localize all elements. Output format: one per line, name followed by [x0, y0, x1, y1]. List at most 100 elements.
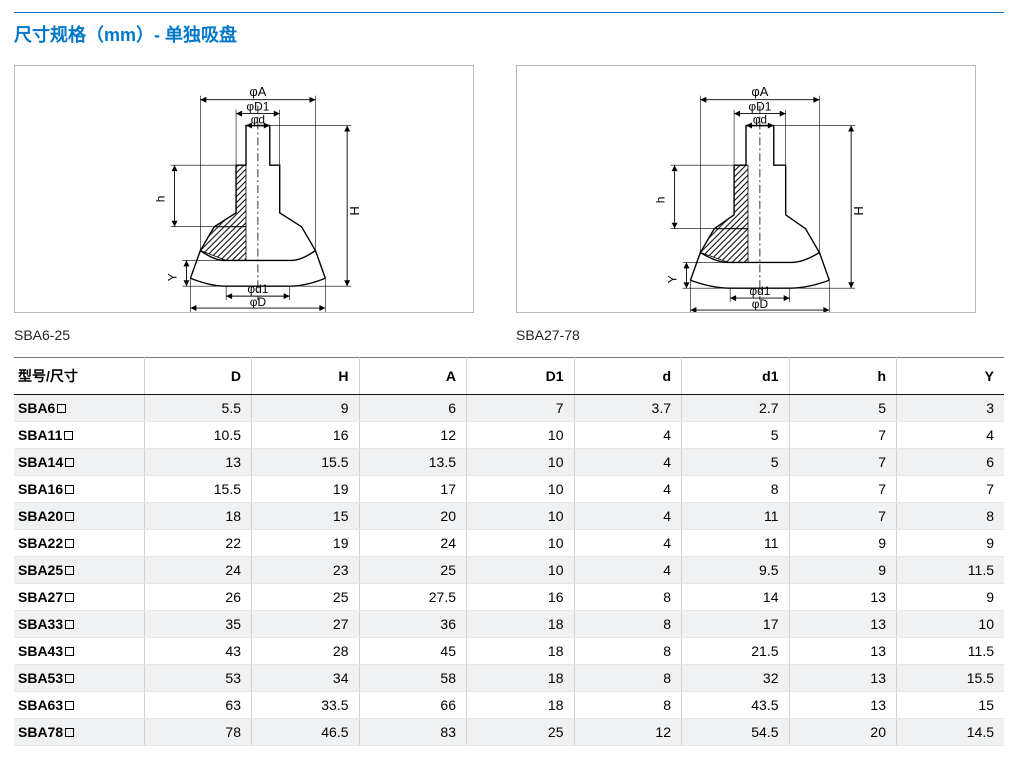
cell-H: 46.5	[252, 719, 360, 746]
cell-D: 5.5	[144, 395, 252, 422]
cell-A: 66	[359, 692, 467, 719]
cell-H: 15.5	[252, 449, 360, 476]
col-hh: h	[789, 358, 897, 395]
cell-Y: 10	[897, 611, 1005, 638]
diagram-svg-right: φA φD1 φd H	[517, 66, 975, 312]
cell-D1: 18	[467, 665, 575, 692]
cell-H: 27	[252, 611, 360, 638]
placeholder-square-icon	[65, 674, 74, 683]
cell-d: 8	[574, 638, 682, 665]
cell-Y: 15	[897, 692, 1005, 719]
cell-A: 17	[359, 476, 467, 503]
cell-D1: 10	[467, 449, 575, 476]
cell-d: 4	[574, 422, 682, 449]
dim-H: H	[270, 126, 362, 287]
cell-Y: 8	[897, 503, 1005, 530]
cell-D: 22	[144, 530, 252, 557]
placeholder-square-icon	[65, 566, 74, 575]
table-row: SBA1615.51917104877	[14, 476, 1004, 503]
col-model: 型号/尺寸	[14, 358, 144, 395]
cell-A: 12	[359, 422, 467, 449]
cell-H: 16	[252, 422, 360, 449]
cell-d1: 9.5	[682, 557, 790, 584]
cell-h: 13	[789, 611, 897, 638]
panel-caption-row: SBA6-25 SBA27-78	[14, 321, 1004, 343]
cell-h: 7	[789, 449, 897, 476]
col-dd: d	[574, 358, 682, 395]
cell-model: SBA11	[14, 422, 144, 449]
cell-D: 63	[144, 692, 252, 719]
spec-table: 型号/尺寸 D H A D1 d d1 h Y SBA65.59673.72.7…	[14, 357, 1004, 746]
diagram-svg-left: φA φD1 φd H	[15, 66, 473, 312]
placeholder-square-icon	[65, 728, 74, 737]
cell-model: SBA22	[14, 530, 144, 557]
cell-d: 3.7	[574, 395, 682, 422]
cell-H: 33.5	[252, 692, 360, 719]
label-phiD1: φD1	[246, 100, 269, 114]
cell-D: 43	[144, 638, 252, 665]
diagram-panel-right: φA φD1 φd H	[516, 65, 976, 313]
cell-d: 4	[574, 476, 682, 503]
placeholder-square-icon	[65, 647, 74, 656]
placeholder-square-icon	[57, 404, 66, 413]
cell-d: 12	[574, 719, 682, 746]
cell-d: 4	[574, 530, 682, 557]
cell-d: 8	[574, 611, 682, 638]
cell-d: 4	[574, 503, 682, 530]
spec-header-row: 型号/尺寸 D H A D1 d d1 h Y	[14, 358, 1004, 395]
dim-h-r: h	[654, 165, 734, 228]
cell-d: 4	[574, 557, 682, 584]
cell-Y: 9	[897, 530, 1005, 557]
cell-H: 28	[252, 638, 360, 665]
cell-d1: 11	[682, 530, 790, 557]
cell-Y: 11.5	[897, 638, 1005, 665]
diagram-panel-left: φA φD1 φd H	[14, 65, 474, 313]
cell-H: 15	[252, 503, 360, 530]
cell-model: SBA6	[14, 395, 144, 422]
table-row: SBA141315.513.5104576	[14, 449, 1004, 476]
cell-d1: 5	[682, 449, 790, 476]
svg-text:φd: φd	[753, 113, 767, 127]
label-h: h	[154, 196, 168, 203]
cell-Y: 15.5	[897, 665, 1005, 692]
cell-model: SBA63	[14, 692, 144, 719]
cell-h: 20	[789, 719, 897, 746]
cell-model: SBA53	[14, 665, 144, 692]
cell-d: 8	[574, 692, 682, 719]
cell-model: SBA20	[14, 503, 144, 530]
spec-body: SBA65.59673.72.753SBA1110.51612104574SBA…	[14, 395, 1004, 746]
label-phid1: φd1	[247, 282, 268, 296]
table-row: SBA201815201041178	[14, 503, 1004, 530]
cell-d1: 43.5	[682, 692, 790, 719]
cell-d1: 11	[682, 503, 790, 530]
svg-text:φd1: φd1	[749, 284, 770, 298]
cell-A: 36	[359, 611, 467, 638]
cell-A: 24	[359, 530, 467, 557]
cell-h: 9	[789, 557, 897, 584]
cell-d: 4	[574, 449, 682, 476]
cell-model: SBA33	[14, 611, 144, 638]
table-row: SBA4343284518821.51311.5	[14, 638, 1004, 665]
cell-H: 19	[252, 530, 360, 557]
cell-d1: 32	[682, 665, 790, 692]
cell-model: SBA43	[14, 638, 144, 665]
cell-d1: 5	[682, 422, 790, 449]
table-row: SBA53533458188321315.5	[14, 665, 1004, 692]
section-title: 尺寸规格（mm）- 单独吸盘	[14, 12, 1004, 55]
cell-Y: 11.5	[897, 557, 1005, 584]
cell-d1: 8	[682, 476, 790, 503]
panel-caption-right: SBA27-78	[516, 321, 976, 343]
col-Y: Y	[897, 358, 1005, 395]
placeholder-square-icon	[65, 620, 74, 629]
cell-model: SBA78	[14, 719, 144, 746]
cell-Y: 9	[897, 584, 1005, 611]
cell-A: 83	[359, 719, 467, 746]
cell-D: 18	[144, 503, 252, 530]
dim-H-r: H	[774, 126, 866, 289]
svg-text:h: h	[654, 197, 668, 204]
panel-caption-left: SBA6-25	[14, 321, 474, 343]
col-D: D	[144, 358, 252, 395]
col-A: A	[359, 358, 467, 395]
table-row: SBA252423251049.5911.5	[14, 557, 1004, 584]
table-row: SBA65.59673.72.753	[14, 395, 1004, 422]
